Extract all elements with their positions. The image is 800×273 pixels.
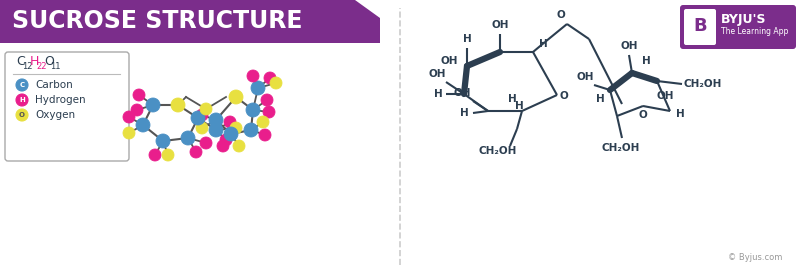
Circle shape bbox=[16, 109, 28, 121]
Text: Carbon: Carbon bbox=[35, 80, 73, 90]
Text: H: H bbox=[19, 97, 25, 103]
Text: OH: OH bbox=[428, 69, 446, 79]
Text: 12: 12 bbox=[22, 62, 33, 71]
Text: H: H bbox=[30, 55, 39, 68]
Text: 11: 11 bbox=[50, 62, 61, 71]
Text: B: B bbox=[693, 17, 707, 35]
Text: H: H bbox=[462, 34, 471, 44]
Text: H: H bbox=[508, 94, 516, 104]
Circle shape bbox=[230, 122, 242, 134]
Text: CH₂OH: CH₂OH bbox=[479, 146, 517, 156]
FancyBboxPatch shape bbox=[5, 52, 129, 161]
Text: CH₂OH: CH₂OH bbox=[684, 79, 722, 89]
Circle shape bbox=[123, 111, 135, 123]
Circle shape bbox=[200, 137, 212, 149]
FancyBboxPatch shape bbox=[680, 5, 796, 49]
Circle shape bbox=[131, 104, 143, 116]
Circle shape bbox=[220, 134, 232, 146]
Circle shape bbox=[209, 113, 223, 127]
Text: H: H bbox=[676, 109, 684, 119]
Circle shape bbox=[217, 140, 229, 152]
Text: OH: OH bbox=[440, 56, 458, 66]
Text: Hydrogen: Hydrogen bbox=[35, 95, 86, 105]
Text: C: C bbox=[16, 55, 25, 68]
Circle shape bbox=[171, 98, 185, 112]
Circle shape bbox=[246, 103, 260, 117]
Circle shape bbox=[259, 129, 271, 141]
Circle shape bbox=[270, 77, 282, 89]
Text: H: H bbox=[596, 94, 604, 104]
Circle shape bbox=[156, 134, 170, 148]
FancyBboxPatch shape bbox=[684, 9, 716, 45]
Circle shape bbox=[196, 109, 208, 121]
Circle shape bbox=[133, 89, 145, 101]
Circle shape bbox=[162, 149, 174, 161]
Circle shape bbox=[229, 90, 243, 104]
Text: O: O bbox=[560, 91, 568, 101]
Text: H: H bbox=[434, 89, 442, 99]
Polygon shape bbox=[0, 0, 380, 43]
Text: H: H bbox=[642, 56, 650, 66]
Text: O: O bbox=[638, 110, 647, 120]
Circle shape bbox=[191, 111, 205, 125]
Circle shape bbox=[123, 127, 135, 139]
Circle shape bbox=[257, 116, 269, 128]
Text: H: H bbox=[514, 101, 523, 111]
Circle shape bbox=[209, 123, 223, 137]
Text: 22: 22 bbox=[36, 62, 46, 71]
Text: The Learning App: The Learning App bbox=[721, 26, 788, 35]
Text: OH: OH bbox=[454, 88, 470, 98]
Circle shape bbox=[247, 70, 259, 82]
Circle shape bbox=[136, 118, 150, 132]
Text: BYJU'S: BYJU'S bbox=[721, 13, 766, 25]
Text: OH: OH bbox=[656, 91, 674, 101]
Text: © Byjus.com: © Byjus.com bbox=[728, 254, 782, 263]
Circle shape bbox=[263, 106, 275, 118]
Text: C: C bbox=[19, 82, 25, 88]
Circle shape bbox=[146, 98, 160, 112]
Text: H: H bbox=[460, 108, 468, 118]
Circle shape bbox=[16, 94, 28, 106]
Circle shape bbox=[16, 79, 28, 91]
Circle shape bbox=[251, 81, 265, 95]
Text: O: O bbox=[557, 10, 566, 20]
Circle shape bbox=[149, 149, 161, 161]
Text: OH: OH bbox=[620, 41, 638, 51]
Text: Oxygen: Oxygen bbox=[35, 110, 75, 120]
Circle shape bbox=[233, 140, 245, 152]
Circle shape bbox=[196, 122, 208, 134]
Circle shape bbox=[190, 146, 202, 158]
Circle shape bbox=[224, 116, 236, 128]
Text: O: O bbox=[44, 55, 54, 68]
Circle shape bbox=[200, 103, 212, 115]
Text: OH: OH bbox=[576, 72, 594, 82]
Circle shape bbox=[261, 94, 273, 106]
Text: SUCROSE STRUCTURE: SUCROSE STRUCTURE bbox=[12, 9, 302, 33]
Circle shape bbox=[244, 123, 258, 137]
Text: CH₂OH: CH₂OH bbox=[602, 143, 640, 153]
Circle shape bbox=[181, 131, 195, 145]
Circle shape bbox=[264, 72, 276, 84]
Text: H: H bbox=[538, 39, 547, 49]
Text: OH: OH bbox=[491, 20, 509, 30]
Circle shape bbox=[224, 127, 238, 141]
Text: O: O bbox=[19, 112, 25, 118]
